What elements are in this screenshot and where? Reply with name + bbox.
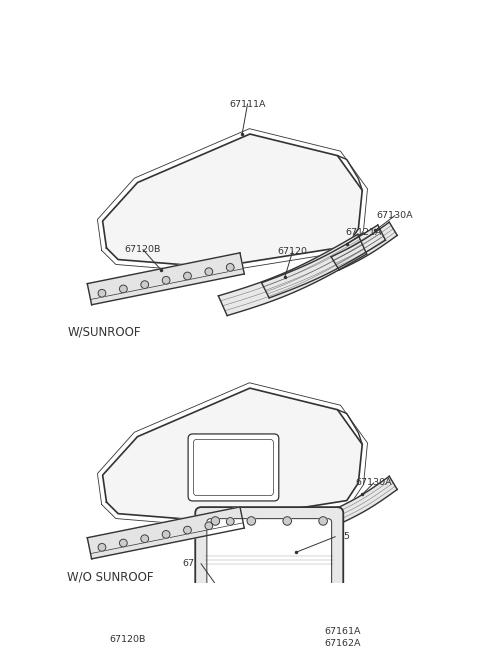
Text: 67111A: 67111A: [229, 100, 266, 109]
FancyBboxPatch shape: [188, 434, 279, 501]
Circle shape: [227, 263, 234, 271]
Polygon shape: [331, 222, 397, 270]
Text: W/O SUNROOF: W/O SUNROOF: [67, 571, 154, 584]
Circle shape: [141, 281, 149, 288]
FancyBboxPatch shape: [195, 507, 343, 608]
Circle shape: [162, 531, 170, 538]
Circle shape: [319, 590, 327, 599]
Circle shape: [211, 517, 220, 525]
Polygon shape: [262, 225, 385, 298]
FancyBboxPatch shape: [290, 627, 323, 650]
Text: 67120B: 67120B: [109, 635, 145, 644]
Circle shape: [98, 544, 106, 552]
Text: W/SUNROOF: W/SUNROOF: [67, 326, 141, 339]
Polygon shape: [87, 253, 244, 305]
Circle shape: [283, 517, 291, 525]
Circle shape: [247, 517, 255, 525]
Circle shape: [319, 517, 327, 525]
Circle shape: [205, 522, 213, 530]
Text: 67120: 67120: [277, 248, 308, 256]
Text: 67162A: 67162A: [324, 639, 361, 648]
Text: 67111A: 67111A: [183, 559, 219, 568]
Circle shape: [162, 276, 170, 284]
FancyBboxPatch shape: [207, 519, 332, 597]
Polygon shape: [87, 507, 244, 559]
Text: 67120B: 67120B: [125, 245, 161, 254]
Circle shape: [120, 539, 127, 547]
Text: 67161A: 67161A: [324, 627, 361, 636]
Circle shape: [98, 290, 106, 297]
Circle shape: [211, 590, 220, 599]
Polygon shape: [103, 388, 362, 521]
Circle shape: [227, 517, 234, 525]
Circle shape: [205, 268, 213, 276]
Polygon shape: [218, 234, 367, 316]
Circle shape: [120, 285, 127, 293]
Circle shape: [283, 590, 291, 599]
Text: 67115: 67115: [320, 533, 350, 541]
Text: 67130A: 67130A: [376, 211, 413, 220]
Text: 67121A: 67121A: [346, 228, 382, 237]
Circle shape: [183, 272, 192, 280]
Circle shape: [183, 526, 192, 534]
Circle shape: [247, 590, 255, 599]
Polygon shape: [103, 134, 362, 267]
Polygon shape: [331, 476, 397, 524]
Circle shape: [141, 535, 149, 542]
Text: 67130A: 67130A: [356, 478, 392, 487]
